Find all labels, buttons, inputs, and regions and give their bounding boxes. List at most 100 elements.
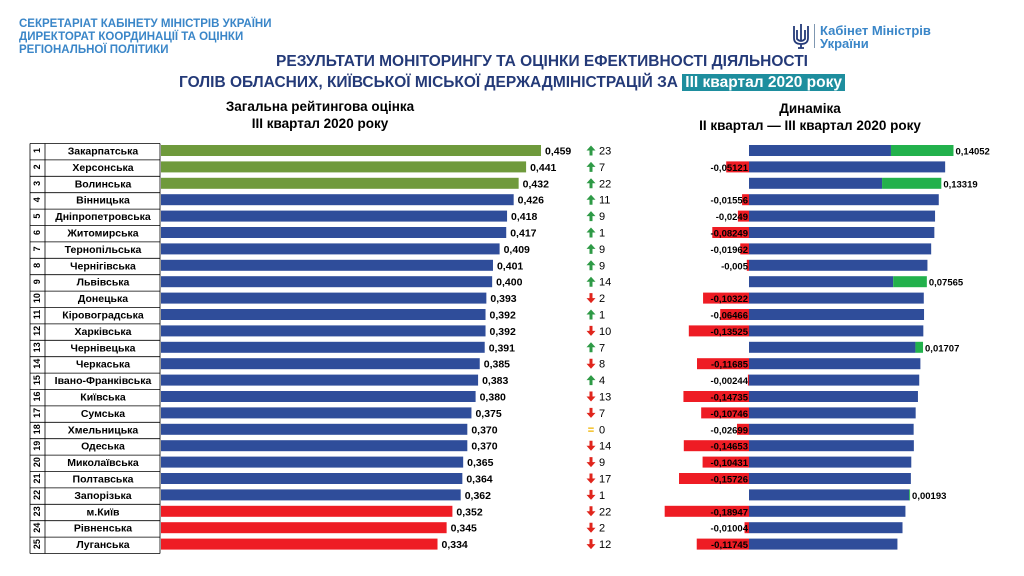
logo-separator [814,24,815,48]
rank-number: 6 [32,230,42,235]
dynamics-value-label: -0,08249 [710,229,748,240]
dynamics-value-label: -0,11685 [711,360,749,371]
arrow-up-icon [586,375,596,386]
region-name: Кіровоградська [62,310,144,322]
rank-change-value: 7 [599,162,605,174]
rating-value-label: 0,375 [475,408,501,420]
rank-number: 3 [32,181,42,186]
rating-value-label: 0,417 [510,228,536,240]
dynamics-value-label: -0,01962 [710,245,748,256]
arrow-down-icon [586,358,596,369]
region-name: Чернігівська [70,260,136,272]
arrow-down-icon [586,391,596,402]
rank-change-value: 14 [599,277,611,289]
rating-bar [161,391,476,402]
dynamics-decrease-bar [664,505,749,517]
rank-change-value: 9 [599,244,605,256]
rank-change-value: 12 [599,539,611,551]
rank-change-value: 10 [599,326,611,338]
rating-value-label: 0,383 [482,375,508,387]
rating-chart-heading: Загальна рейтингова оцінка ІІІ квартал 2… [180,98,460,132]
dynamics-base-bar [749,227,935,238]
region-name: Житомирська [66,228,138,240]
dynamics-value-label: 0,07565 [929,278,964,289]
region-name: Закарпатська [68,146,139,158]
dynamics-increase-bar [890,145,954,156]
rating-chart-title: Загальна рейтингова оцінка [225,99,415,114]
rank-change-value: 22 [599,178,611,190]
rating-bar [161,440,468,452]
dynamics-base-bar [749,243,932,255]
dynamics-value-label: -0,01556 [710,196,748,207]
trident-icon [793,24,809,49]
rank-change-value: 22 [599,506,611,518]
rating-bar [161,489,461,501]
region-name: Волинська [75,178,132,190]
dynamics-base-bar [749,325,924,337]
dynamics-value-label: -0,01004 [710,524,748,535]
rank-number: 20 [32,457,42,467]
dynamics-value-label: -0,13525 [710,327,748,338]
dynamics-decrease-bar [701,407,749,419]
arrow-down-icon [586,522,596,533]
region-name: Полтавська [73,474,134,486]
rank-change-value: 7 [599,342,605,354]
dynamics-decrease-bar [683,391,749,402]
dynamics-decrease-bar [737,210,749,222]
rating-bar [161,292,487,304]
rank-change-value: 9 [599,457,605,469]
rank-change-value: 2 [599,523,605,535]
dynamics-decrease-bar [697,358,749,370]
dynamics-base-bar [749,391,918,402]
region-name: Луганська [76,539,129,551]
dynamics-base-bar [749,259,928,271]
rating-bar [161,325,486,337]
region-name: м.Київ [87,506,121,518]
rank-number: 22 [32,490,42,500]
dynamics-value-label: -0,10746 [710,409,748,420]
rank-number: 25 [32,539,42,549]
rating-value-label: 0,365 [467,457,493,469]
rank-number: 18 [32,424,42,434]
arrow-down-icon [586,506,596,517]
rating-value-label: 0,441 [530,162,556,174]
page-title-line2: ГОЛІВ ОБЛАСНИХ, КИЇВСЬКОЇ МІСЬКОЇ ДЕРЖАД… [0,74,1024,92]
dynamics-value-label: -0,10322 [710,294,748,305]
region-name: Львівська [77,277,130,289]
rating-value-label: 0,345 [451,523,477,535]
dynamics-base-bar [749,505,906,517]
arrow-up-icon [586,161,596,172]
dynamics-value-label: -0,18947 [710,507,748,518]
rating-bar [161,473,463,484]
region-name: Донецька [78,293,128,305]
region-name: Харківська [74,326,131,338]
org-line: ДИРЕКТОРАТ КООРДИНАЦІЇ ТА ОЦІНКИ [19,31,244,43]
dynamics-base-bar [749,358,921,370]
region-name: Київська [80,392,126,404]
dynamics-decrease-bar [696,538,749,550]
rating-value-label: 0,334 [442,539,468,551]
dynamics-decrease-bar [740,243,749,255]
rank-change-value: 1 [599,490,605,502]
rank-change-value: 14 [599,441,611,453]
rating-bar [161,456,464,468]
rating-bar [161,309,486,320]
rank-number: 10 [32,293,42,303]
rating-value-label: 0,400 [496,277,522,289]
rating-value-label: 0,370 [471,424,497,436]
dynamics-value-label: 0,00193 [912,491,946,502]
dynamics-chart-subtitle: ІІ квартал — ІІІ квартал 2020 року [699,118,921,133]
dynamics-value-label: -0,11745 [711,540,749,551]
rating-bar [161,210,508,222]
rank-change-value: 4 [599,375,605,387]
dynamics-value-label: 0,01707 [925,343,959,354]
rating-bar [161,374,479,386]
rating-bar [161,145,541,156]
rank-number: 19 [32,441,42,451]
dynamics-value-label: -0,05121 [710,163,748,174]
region-name: Одеська [81,441,125,453]
dynamics-base-bar [749,210,936,222]
arrow-up-icon [586,309,596,320]
region-name: Черкаська [76,359,130,371]
dynamics-base-bar [749,161,946,173]
